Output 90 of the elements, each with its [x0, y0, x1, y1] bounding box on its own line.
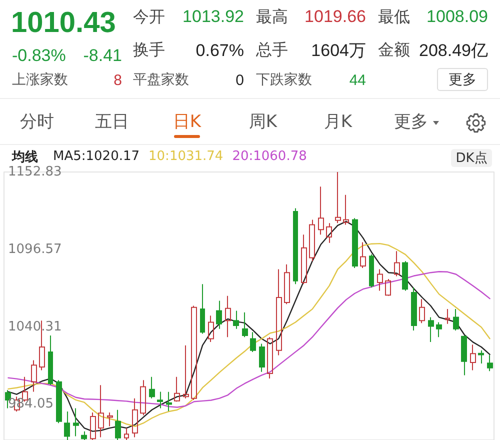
candlestick — [90, 412, 96, 440]
line-series — [8, 271, 490, 408]
text: 平盘家数 — [133, 72, 189, 88]
candlestick — [140, 380, 146, 416]
candlestick — [276, 268, 282, 356]
text: 周K — [248, 112, 278, 132]
candlestick — [487, 354, 493, 372]
text: 分时 — [20, 112, 54, 132]
text: MA5:1020.17 — [53, 149, 140, 164]
text: 下跌家数 — [256, 72, 312, 88]
text: -0.83% — [12, 46, 66, 65]
candlestick — [208, 315, 214, 343]
text: 10:1031.74 — [148, 149, 224, 164]
candlestick — [56, 380, 62, 424]
text: 最高 — [256, 7, 288, 26]
candlestick — [436, 322, 442, 338]
candlestick — [369, 254, 374, 288]
text: 0 — [236, 72, 244, 89]
candlestick — [419, 298, 425, 324]
candlestick — [216, 300, 222, 330]
text: 月K — [324, 112, 352, 132]
candlestick — [326, 222, 332, 244]
candlestick — [81, 430, 87, 440]
y-tick-label: 1096.57 — [8, 242, 62, 257]
candlestick — [411, 286, 417, 332]
text: 208.49亿 — [419, 41, 488, 60]
text: 1019.66 — [304, 7, 366, 26]
text: 金额 — [378, 40, 410, 59]
candlestick — [461, 334, 467, 376]
candlestick — [200, 284, 205, 334]
y-tick-label: 1152.83 — [8, 164, 62, 180]
text: 五日 — [95, 112, 129, 132]
candlestick — [157, 391, 163, 409]
candlestick — [48, 334, 53, 386]
candlestick — [31, 360, 37, 392]
text: 更多 — [394, 112, 428, 132]
candlestick — [73, 408, 79, 437]
text: 日K — [172, 112, 202, 132]
candlestick — [445, 308, 450, 324]
dk-button: DK点 — [451, 149, 492, 167]
candlestick — [250, 332, 256, 352]
text: 上涨家数 — [12, 72, 68, 88]
text: 今开 — [133, 7, 165, 26]
candlestick — [166, 391, 172, 412]
chart-title: 1010.43 — [11, 7, 116, 39]
candlestick — [335, 172, 341, 224]
text: 0.67% — [196, 41, 244, 60]
text: 最低 — [378, 7, 410, 26]
text: 换手 — [133, 40, 165, 59]
text: 1013.92 — [182, 7, 244, 26]
legend-title: 均线 — [11, 150, 38, 165]
candlestick — [394, 250, 400, 277]
candlestick — [428, 316, 434, 343]
candlestick — [309, 219, 315, 262]
candlestick — [293, 208, 298, 285]
text: -8.41 — [83, 46, 122, 65]
candlestick — [242, 312, 248, 338]
candlestick — [318, 186, 324, 236]
candlestick — [352, 218, 358, 269]
text: 总手 — [256, 40, 288, 59]
text: 44 — [349, 72, 366, 89]
candlestick — [191, 305, 197, 400]
candlestick — [259, 343, 265, 372]
more-button: 更多 — [437, 68, 488, 91]
text: 1008.09 — [426, 7, 488, 26]
candlestick — [478, 350, 484, 364]
candlestick — [183, 344, 189, 399]
candlestick — [64, 411, 70, 440]
candlestick — [377, 268, 383, 292]
candlestick — [360, 242, 366, 269]
candlestick — [174, 376, 180, 402]
candlestick — [115, 409, 121, 440]
candlestick — [233, 310, 239, 330]
candlestick — [132, 398, 138, 438]
text: 1604万 — [311, 41, 366, 60]
candlestick — [343, 194, 349, 226]
candlestick — [402, 260, 408, 292]
candlestick — [124, 428, 129, 440]
candlestick — [453, 308, 459, 332]
candlestick — [107, 412, 113, 427]
candlestick — [267, 336, 273, 380]
candlestick — [149, 376, 155, 399]
candlestick — [284, 264, 290, 305]
candlestick — [225, 295, 231, 338]
candlestick — [98, 384, 104, 438]
candlestick — [385, 278, 391, 296]
text: 8 — [114, 72, 122, 89]
candlestick — [470, 344, 476, 371]
text: 20:1060.78 — [232, 149, 307, 164]
candlestick — [301, 234, 307, 285]
